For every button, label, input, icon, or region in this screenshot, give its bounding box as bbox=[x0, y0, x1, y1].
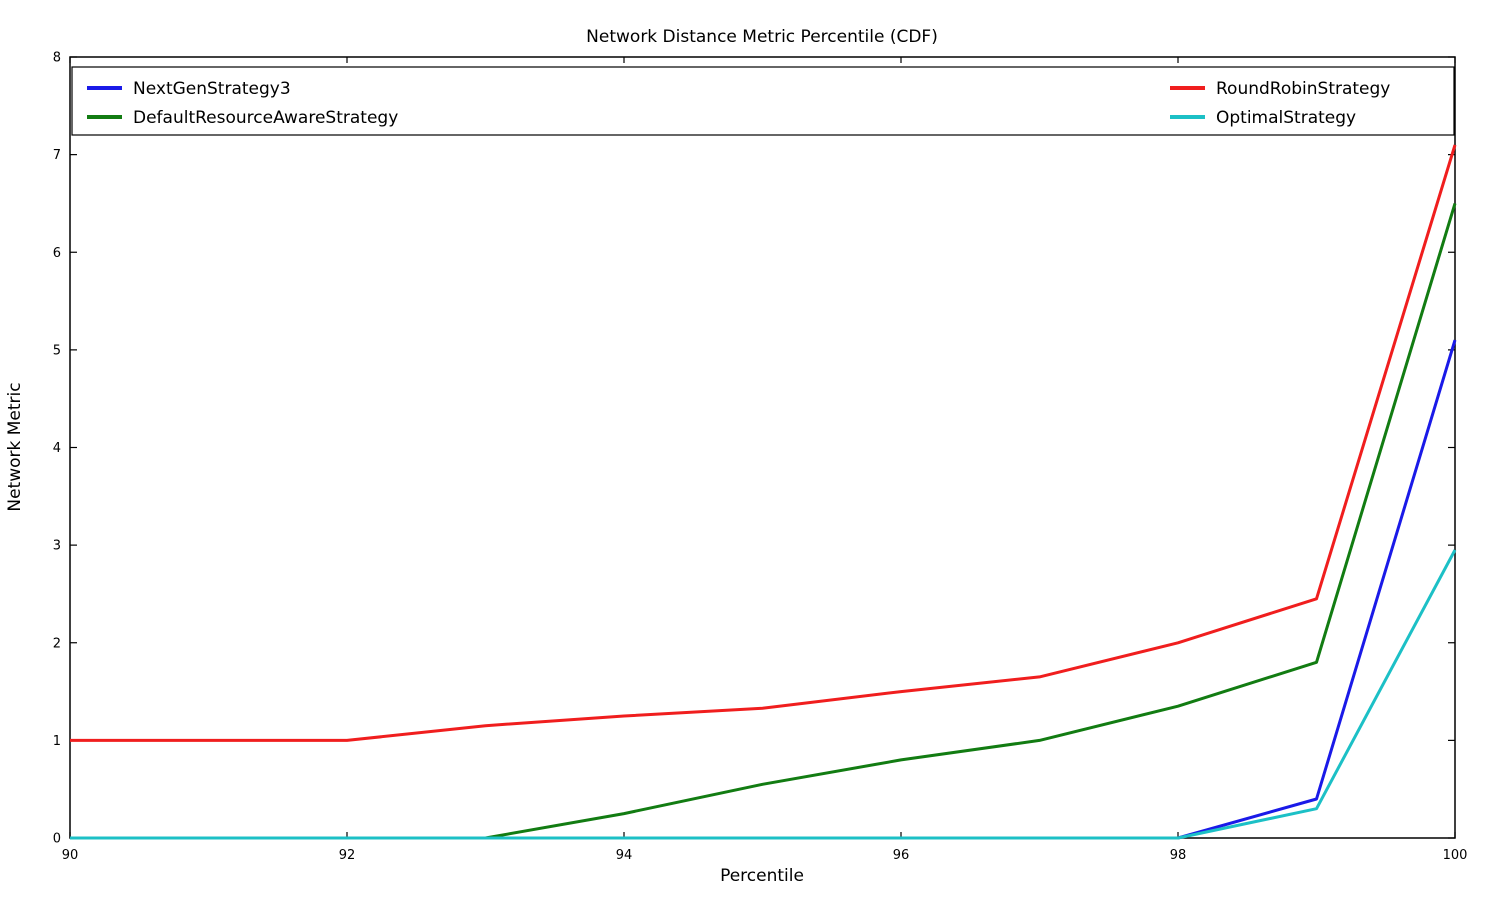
plot-frame bbox=[69, 56, 1456, 839]
legend-label-optimalstrategy: OptimalStrategy bbox=[1216, 108, 1356, 128]
y-tick-label: 5 bbox=[53, 343, 61, 358]
chart-title: Network Distance Metric Percentile (CDF) bbox=[586, 27, 938, 47]
y-tick-label: 7 bbox=[53, 148, 61, 163]
y-tick-label: 2 bbox=[53, 636, 61, 651]
series-line-optimalstrategy bbox=[70, 549, 1457, 840]
series-line-defaultresourceawarestrategy bbox=[70, 202, 1457, 840]
legend-label-defaultresourceawarestrategy: DefaultResourceAwareStrategy bbox=[133, 108, 398, 128]
y-axis-label: Network Metric bbox=[5, 382, 25, 511]
x-tick-label: 98 bbox=[1170, 848, 1187, 863]
x-tick-label: 92 bbox=[339, 848, 356, 863]
y-tick-label: 1 bbox=[53, 734, 61, 749]
y-tick-label: 8 bbox=[53, 51, 61, 66]
y-tick-label: 0 bbox=[53, 832, 61, 847]
x-tick-label: 90 bbox=[62, 848, 79, 863]
x-tick-label: 94 bbox=[616, 848, 633, 863]
legend-box bbox=[71, 66, 1455, 136]
x-axis-label: Percentile bbox=[720, 866, 804, 886]
y-tick-label: 6 bbox=[53, 246, 61, 261]
legend-label-roundrobinstrategy: RoundRobinStrategy bbox=[1216, 79, 1390, 99]
x-tick-label: 96 bbox=[893, 848, 910, 863]
legend-label-nextgenstrategy3: NextGenStrategy3 bbox=[133, 79, 291, 99]
y-tick-label: 4 bbox=[53, 441, 61, 456]
series-line-nextgenstrategy3 bbox=[70, 339, 1457, 840]
x-tick-label: 100 bbox=[1443, 848, 1468, 863]
y-tick-label: 3 bbox=[53, 539, 61, 554]
legend-layer: NextGenStrategy3 DefaultResourceAwareStra… bbox=[71, 66, 1455, 136]
series-layer bbox=[70, 144, 1457, 840]
series-line-roundrobinstrategy bbox=[70, 144, 1457, 742]
